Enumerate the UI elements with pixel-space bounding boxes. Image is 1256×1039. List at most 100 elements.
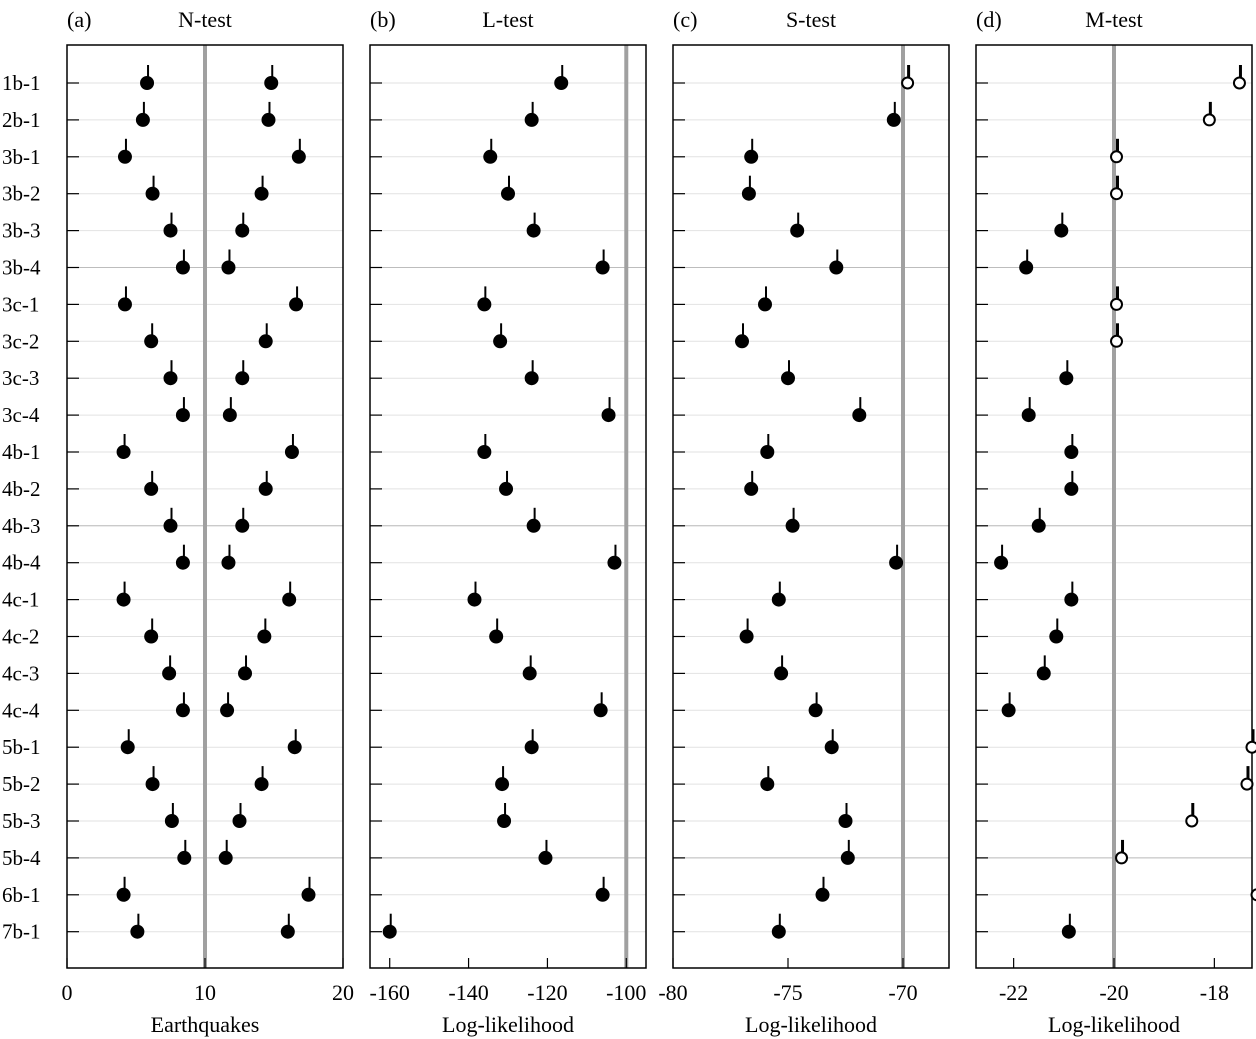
filled-point (489, 629, 504, 644)
filled-point (175, 555, 190, 570)
panel-a: (a) N-test Earthquakes 0 10 20 (62, 7, 355, 1037)
filled-point (221, 555, 236, 570)
panel-d-xlabel: Log-likelihood (1048, 1012, 1180, 1037)
panel-d-x-ticks (1013, 958, 1215, 968)
filled-point (889, 555, 904, 570)
filled-point (824, 740, 839, 755)
filled-point (144, 334, 159, 349)
filled-point (994, 555, 1009, 570)
filled-point (601, 408, 616, 423)
filled-point (221, 260, 236, 275)
row-label: 5b-2 (2, 772, 41, 796)
filled-point (264, 76, 279, 90)
row-label: 2b-1 (2, 108, 41, 132)
filled-point (222, 408, 237, 423)
filled-point (838, 814, 853, 828)
row-label: 4b-1 (2, 440, 41, 464)
filled-point (1064, 592, 1079, 607)
filled-point (282, 592, 297, 607)
open-point (1110, 150, 1124, 164)
panel-a-letter: (a) (67, 7, 91, 32)
filled-point (554, 76, 569, 90)
filled-point (760, 777, 775, 792)
filled-point (232, 814, 247, 828)
panel-b-xlabel: Log-likelihood (442, 1012, 574, 1037)
filled-point (497, 814, 512, 828)
filled-point (238, 666, 253, 681)
filled-point (593, 703, 608, 718)
filled-point (162, 666, 177, 681)
row-label: 4c-2 (2, 625, 39, 649)
filled-point (284, 445, 299, 459)
filled-point (218, 850, 233, 865)
filled-point (790, 223, 805, 238)
filled-point (175, 703, 190, 718)
filled-point (254, 186, 269, 201)
panel-d-points (994, 65, 1256, 939)
filled-point (175, 408, 190, 423)
row-label: 4b-4 (2, 551, 41, 575)
row-label: 4c-3 (2, 661, 39, 685)
panel-c-points (735, 65, 915, 939)
filled-point (1031, 518, 1046, 533)
filled-point (526, 223, 541, 238)
filled-point (258, 334, 273, 349)
filled-point (774, 666, 789, 681)
tick-label: -140 (448, 980, 488, 1005)
filled-point (140, 76, 155, 90)
panel-b-title: L-test (482, 7, 533, 32)
panel-a-x-ticks (66, 958, 344, 968)
filled-point (1049, 629, 1064, 644)
filled-point (595, 887, 610, 902)
open-point (1110, 187, 1124, 201)
filled-point (771, 924, 786, 939)
open-point (901, 76, 915, 90)
filled-point (289, 297, 304, 312)
tick-label: 20 (332, 980, 354, 1005)
panel-b-letter: (b) (370, 7, 396, 32)
filled-point (1064, 481, 1079, 496)
open-point (1110, 334, 1124, 348)
open-point (1240, 777, 1254, 791)
filled-point (781, 371, 795, 386)
filled-point (760, 445, 775, 459)
panel-c-xlabel: Log-likelihood (745, 1012, 877, 1037)
filled-point (1061, 924, 1076, 939)
panel-a-tick-labels: 0 10 20 (62, 980, 355, 1005)
panel-b-points (382, 65, 622, 939)
row-label: 1b-1 (2, 71, 41, 95)
panel-b-y-ticks (370, 82, 382, 933)
filled-point (135, 112, 150, 127)
panel-a-points (116, 65, 316, 939)
filled-point (741, 186, 756, 201)
tick-label: 10 (194, 980, 216, 1005)
filled-point (477, 445, 492, 459)
filled-point (1054, 223, 1069, 238)
filled-point (852, 408, 867, 423)
open-point (1110, 297, 1124, 311)
open-point (1202, 113, 1216, 127)
filled-point (829, 260, 844, 275)
filled-point (235, 518, 250, 533)
filled-point (538, 850, 553, 865)
panel-a-y-ticks (67, 82, 79, 933)
panel-b-frame (369, 44, 647, 969)
filled-point (744, 481, 759, 496)
filled-point (175, 260, 190, 275)
filled-point (145, 186, 160, 201)
open-point (1185, 814, 1199, 828)
panel-d-y-ticks (976, 82, 988, 933)
panel-d-tick-labels: -22 -20 -18 (999, 980, 1229, 1005)
panel-c-tick-labels: -80 -75 -70 (658, 980, 917, 1005)
filled-point (524, 740, 539, 755)
filled-point (1001, 703, 1016, 718)
filled-point (117, 297, 132, 312)
filled-point (495, 777, 510, 792)
filled-point (785, 518, 800, 533)
panel-d: (d) M-test Log-likelihood -22 -20 -18 (975, 7, 1256, 1037)
filled-point (1021, 408, 1036, 423)
filled-point (477, 297, 492, 312)
filled-point (258, 481, 273, 496)
row-labels: 1b-1 2b-1 3b-1 3b-2 3b-3 3b-4 3c-1 3c-2 … (2, 71, 41, 944)
